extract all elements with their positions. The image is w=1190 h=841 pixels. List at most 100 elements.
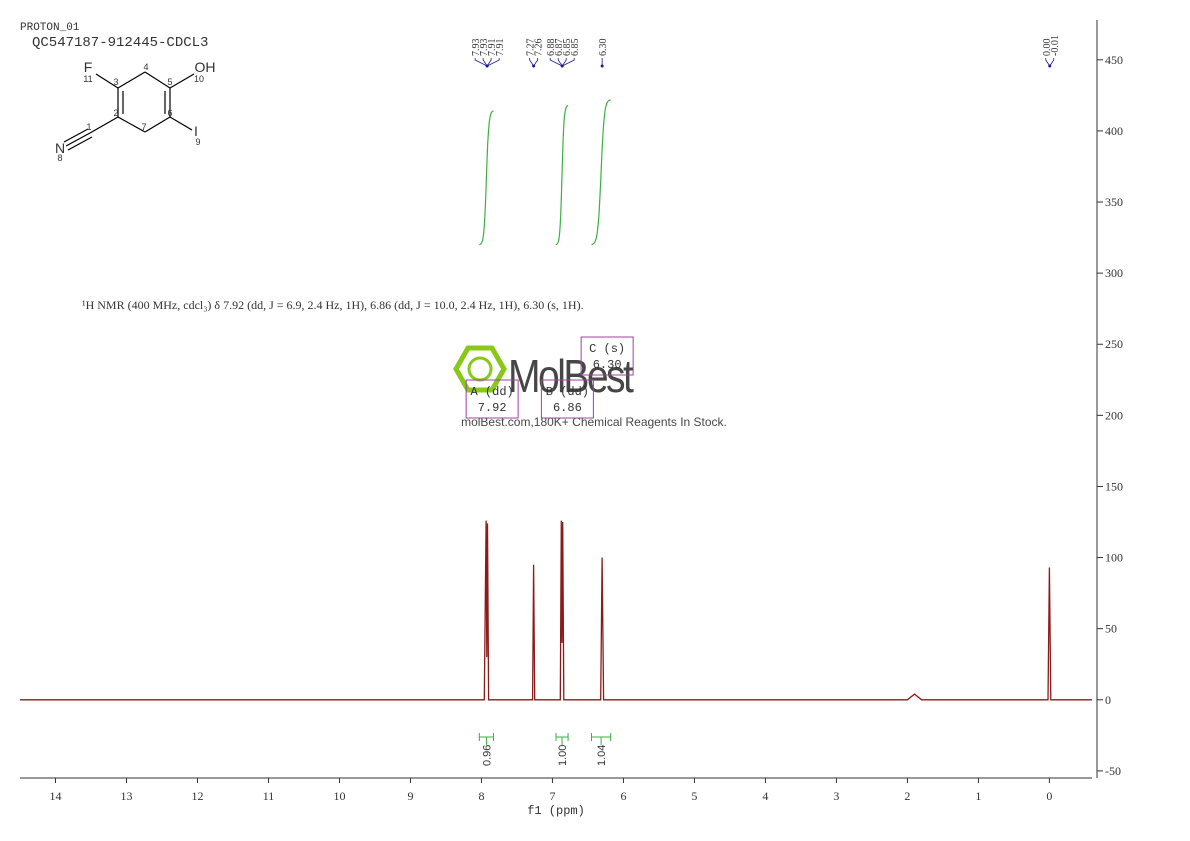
watermark-logo xyxy=(467,356,493,382)
atom-number: 1 xyxy=(86,122,91,132)
integral-bracket xyxy=(478,733,495,745)
peak-label-leader xyxy=(482,58,488,67)
x-tick-label: 6 xyxy=(620,789,626,803)
bond xyxy=(117,116,146,133)
peak-label-leader xyxy=(549,58,563,67)
peak-label-leader xyxy=(557,58,563,67)
peak-label-leader xyxy=(1049,58,1055,67)
peak-label: 6.87 xyxy=(554,39,565,57)
atom-label: N xyxy=(55,140,65,156)
y-tick-label: 50 xyxy=(1105,622,1117,636)
multiplet-label: B (dd) xyxy=(546,385,589,399)
peak-label-leader xyxy=(562,58,575,67)
atom-number: 9 xyxy=(195,137,200,147)
molecule xyxy=(63,71,195,151)
x-tick-label: 9 xyxy=(407,789,413,803)
y-tick-label: 400 xyxy=(1105,124,1123,138)
y-tick-label: 200 xyxy=(1105,408,1123,422)
peak-label: 0.00 xyxy=(1042,39,1053,57)
y-tick-label: 100 xyxy=(1105,551,1123,565)
peak-label: 7.93 xyxy=(471,39,482,57)
integral-value: 0.96 xyxy=(481,745,493,766)
peak-group-marker xyxy=(485,64,489,68)
atom-number: 4 xyxy=(143,62,148,72)
integral-value: 1.04 xyxy=(596,745,608,766)
x-tick-label: 7 xyxy=(549,789,555,803)
atom-number: 2 xyxy=(113,108,118,118)
integral-curve xyxy=(591,99,611,246)
x-tick-label: 5 xyxy=(691,789,697,803)
x-tick-label: 1 xyxy=(975,789,981,803)
watermark-logo xyxy=(453,345,507,393)
x-axis-label: f1 (ppm) xyxy=(527,804,585,818)
peak-label-leader xyxy=(1045,58,1051,67)
integral-value: 1.00 xyxy=(557,745,569,766)
peak-label: 7.91 xyxy=(495,39,506,57)
peak-label: 6.85 xyxy=(562,39,573,57)
peak-label-leader xyxy=(486,58,500,67)
nmr-description: ¹H NMR (400 MHz, cdcl₃) δ 7.92 (dd, J = … xyxy=(82,298,584,312)
x-tick-label: 0 xyxy=(1046,789,1052,803)
multiplet-box xyxy=(540,379,594,419)
peak-label: 7.26 xyxy=(534,39,545,57)
bond xyxy=(67,136,93,151)
x-tick-label: 13 xyxy=(120,789,132,803)
peak-group-marker xyxy=(560,64,564,68)
bond xyxy=(95,73,119,89)
integral-curve xyxy=(479,110,494,246)
y-tick-label: 350 xyxy=(1105,195,1123,209)
bond xyxy=(65,132,91,147)
x-tick-label: 3 xyxy=(833,789,839,803)
peak-label: 6.88 xyxy=(546,39,557,57)
x-tick-label: 12 xyxy=(191,789,203,803)
peak-label-leader xyxy=(529,58,534,67)
peak-label-leader xyxy=(486,58,492,67)
multiplet-box xyxy=(465,379,519,419)
atom-label: I xyxy=(194,123,198,139)
x-tick-label: 8 xyxy=(478,789,484,803)
atom-number: 5 xyxy=(167,77,172,87)
peak-label-leader xyxy=(533,58,539,67)
atom-label: F xyxy=(84,59,93,75)
peak-label-leader xyxy=(561,58,567,67)
peak-label: 7.91 xyxy=(487,39,498,57)
y-tick-label: -50 xyxy=(1105,764,1121,778)
x-tick-label: 10 xyxy=(333,789,345,803)
peak-group-marker xyxy=(600,64,604,68)
integral-bracket xyxy=(590,733,612,745)
atom-numbers: 11 3 4 5 10 2 6 7 1 8 9 xyxy=(57,62,204,163)
multiplet-label: C (s) xyxy=(589,342,625,356)
multiplet-shift: 6.30 xyxy=(593,358,622,372)
y-tick-label: 300 xyxy=(1105,266,1123,280)
atom-labels: F OH N I xyxy=(55,59,216,156)
y-tick-label: 0 xyxy=(1105,693,1111,707)
peak-label: 7.93 xyxy=(479,39,490,57)
watermark: MolBest molBest.com,180K+ Chemical Reage… xyxy=(453,345,727,429)
watermark-brand: MolBest xyxy=(508,351,634,403)
peak-label-leader xyxy=(474,58,488,67)
peak-label: 6.30 xyxy=(598,39,609,57)
x-tick-label: 2 xyxy=(904,789,910,803)
sample-name: QC547187-912445-CDCL3 xyxy=(32,35,208,51)
atom-number: 10 xyxy=(194,74,204,84)
peak-group-marker xyxy=(532,64,536,68)
experiment-name: PROTON_01 xyxy=(20,22,80,34)
atom-number: 7 xyxy=(141,122,146,132)
bond xyxy=(169,73,195,89)
spectrum-line xyxy=(20,520,1092,701)
y-tick-label: 450 xyxy=(1105,53,1123,67)
multiplet-label: A (dd) xyxy=(471,385,514,399)
integral-curve xyxy=(555,104,569,246)
atom-number: 8 xyxy=(57,153,62,163)
peak-label: 7.27 xyxy=(526,39,537,57)
peak-label: -0.01 xyxy=(1050,35,1061,56)
bond xyxy=(117,71,146,89)
multiplet-box xyxy=(580,336,634,376)
plot: 14 13 12 11 10 9 8 7 6 5 4 3 2 1 0f1 (ppm)-50050100150… xyxy=(20,20,1123,818)
bond xyxy=(89,116,119,134)
atom-label: OH xyxy=(195,59,216,75)
bond xyxy=(63,128,89,143)
peak-label: 6.85 xyxy=(570,39,581,57)
multiplet-shift: 6.86 xyxy=(553,401,582,415)
